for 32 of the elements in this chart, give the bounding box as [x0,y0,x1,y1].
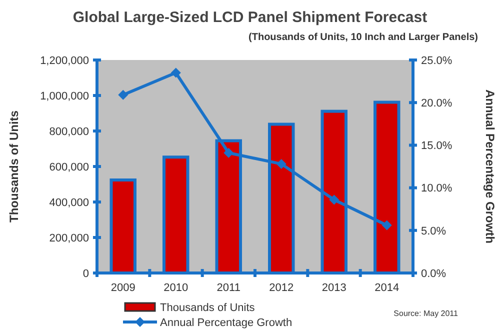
y-tick-label: 200,000 [49,232,89,244]
legend-label: Annual Percentage Growth [160,316,292,329]
y-tick-label: 1,000,000 [40,90,89,102]
point [224,148,234,158]
y-tick-label: 0 [82,268,89,280]
y-tick-label: 600,000 [49,161,89,174]
x-tick-label: 2011 [216,282,240,294]
x-tick-label: 2014 [374,282,400,294]
y2-tick-label: 5.0% [421,225,446,238]
chart-subtitle: (Thousands of Units, 10 Inch and Larger Panels) [248,32,478,43]
point [170,68,181,78]
y2-axis-title: Annual Percentage Growth [483,89,497,244]
y2-tick-label: 15.0% [421,140,452,152]
point [276,158,286,169]
y-tick-label: 1,200,000 [40,54,89,67]
y-tick-label: 400,000 [49,196,89,209]
y2-tick-label: 20.0% [421,97,452,110]
x-tick-label: 2009 [110,282,136,294]
point [118,90,128,100]
y2-tick-label: 0.0% [421,268,446,280]
y-tick-label: 800,000 [49,126,89,138]
y2-tick-label: 10.0% [421,182,452,195]
legend-label: Thousands of Units [160,302,256,314]
x-tick-label: 2013 [322,282,346,294]
x-tick-label: 2010 [164,282,188,294]
y2-tick-label: 25.0% [421,54,452,67]
x-tick-label: 2012 [269,282,294,294]
source-note: Source: May 2011 [394,309,459,318]
point [329,194,340,205]
point [382,220,392,230]
y-axis-title: Thousands of Units [7,110,21,222]
chart-title: Global Large-Sized LCD Panel Shipment Forecast [72,9,428,26]
